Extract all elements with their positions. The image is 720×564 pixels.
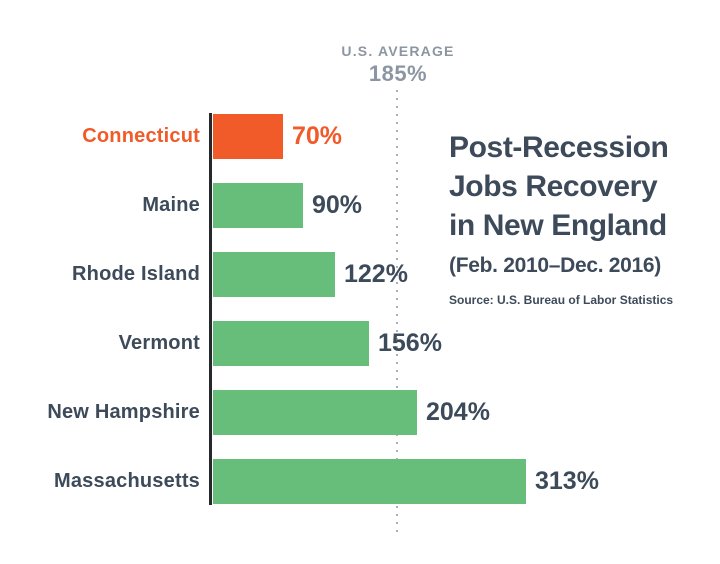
bar-value: 122% — [344, 260, 408, 288]
us-average-dotted-line — [396, 90, 398, 535]
chart-title-line: Post-Recession — [449, 131, 669, 164]
us-average-callout: U.S. AVERAGE 185% — [341, 44, 454, 85]
bar-row: Maine 90% — [0, 183, 720, 228]
bar-label: Maine — [142, 194, 200, 216]
chart-title-line: in New England — [449, 209, 667, 242]
bar-label: Rhode Island — [72, 263, 200, 285]
title-block: Post-Recession Jobs Recovery in New Engl… — [449, 128, 673, 307]
bar — [213, 321, 369, 366]
bar-value: 313% — [535, 467, 599, 495]
bar-row: Rhode Island 122% — [0, 252, 720, 297]
chart-source: Source: U.S. Bureau of Labor Statistics — [449, 293, 674, 307]
bar-value: 204% — [426, 398, 490, 426]
bar-label: Connecticut — [82, 125, 200, 147]
bar-label: Massachusetts — [54, 470, 200, 492]
bar — [213, 252, 335, 297]
bar-value: 156% — [378, 329, 442, 357]
bar-label: New Hampshire — [47, 401, 200, 423]
chart-title-line: Jobs Recovery — [449, 170, 658, 203]
bar-row: Vermont 156% — [0, 321, 720, 366]
us-average-label: U.S. AVERAGE — [341, 43, 455, 59]
bar — [213, 459, 526, 504]
y-axis-line — [209, 113, 212, 505]
us-average-value: 185% — [368, 61, 428, 86]
bar-row: Connecticut 70% — [0, 114, 720, 159]
bar-value: 70% — [292, 122, 343, 150]
bar — [213, 390, 417, 435]
bar-value: 90% — [312, 191, 363, 219]
bar — [213, 114, 283, 159]
bar-row: New Hampshire 204% — [0, 390, 720, 435]
bar-row: Massachusetts 313% — [0, 459, 720, 504]
bar — [213, 183, 303, 228]
bar-label: Vermont — [118, 332, 200, 354]
chart-title: Post-Recession Jobs Recovery in New Engl… — [449, 128, 673, 245]
chart-subtitle: (Feb. 2010–Dec. 2016) — [449, 254, 661, 277]
